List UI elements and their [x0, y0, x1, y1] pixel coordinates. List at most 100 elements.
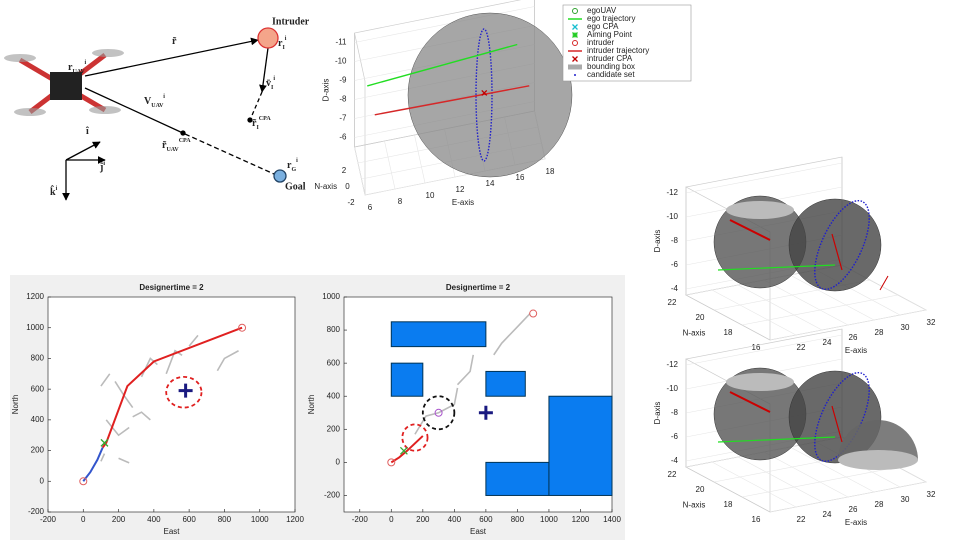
- point: [529, 309, 538, 318]
- x-tick-label: 400: [147, 515, 161, 524]
- legend-box: [562, 4, 692, 82]
- y-tick-label: -2: [347, 198, 355, 207]
- x-tick-label: 6: [368, 203, 373, 212]
- x-tick-label: 28: [875, 500, 884, 509]
- intruder-trajectory: [729, 391, 771, 413]
- x-tick-label: -200: [40, 515, 57, 524]
- x-tick-label: 200: [416, 515, 430, 524]
- math-sup: i: [296, 158, 298, 164]
- y-tick-label: 18: [724, 328, 733, 337]
- diagram-lines: [62, 27, 287, 201]
- x-tick-label: 8: [398, 197, 403, 206]
- intruder-label: Intruder: [272, 16, 310, 27]
- y-tick-label: 20: [696, 313, 705, 322]
- math-base: r: [278, 38, 283, 49]
- grid-line: [769, 481, 927, 513]
- x-tick-label: 1200: [572, 515, 590, 524]
- obstacle: [390, 362, 424, 397]
- math-sup: i: [285, 36, 287, 42]
- y-tick-label: 22: [668, 298, 677, 307]
- intruder-trajectory: [729, 219, 771, 241]
- math-sub: I: [271, 85, 274, 91]
- math-sup: i: [103, 161, 105, 167]
- obstacle: [548, 395, 613, 496]
- sphere-cap: [726, 373, 794, 391]
- y-tick-label: 22: [668, 470, 677, 479]
- grid-line: [741, 466, 899, 498]
- math-base: r̃: [162, 140, 167, 151]
- z-tick-label: -12: [666, 188, 678, 197]
- math-label: k̂i: [50, 185, 58, 198]
- y-axis-label: North: [11, 395, 20, 415]
- z-tick-label: -10: [335, 57, 347, 66]
- math-base: r̃: [172, 36, 177, 47]
- y-tick-label: 0: [40, 476, 45, 485]
- math-label: rGi: [287, 158, 298, 173]
- x-tick-label: 800: [511, 515, 525, 524]
- z-tick-label: -6: [339, 133, 347, 142]
- math-base: v̄: [266, 78, 271, 89]
- x-tick-label: 30: [901, 495, 910, 504]
- y-tick-label: 20: [696, 485, 705, 494]
- y-tick-label: 18: [724, 500, 733, 509]
- math-label: rIi: [278, 36, 287, 51]
- x-tick-label: 1000: [540, 515, 558, 524]
- x-tick-label: 26: [849, 333, 858, 342]
- x-axis-label: E-axis: [845, 518, 867, 527]
- point: [478, 405, 493, 420]
- trajectory: [367, 43, 518, 87]
- x-tick-label: 1000: [251, 515, 269, 524]
- y-tick-label: 400: [31, 415, 45, 424]
- x-tick-label: 200: [112, 515, 126, 524]
- z-tick-label: -4: [671, 456, 679, 465]
- x-tick-label: 800: [218, 515, 232, 524]
- legend-label: ego trajectory: [587, 14, 635, 23]
- x-tick-label: 600: [479, 515, 493, 524]
- z-tick-label: -6: [671, 260, 679, 269]
- x-tick-label: 22: [797, 515, 806, 524]
- legend-label: intruder trajectory: [587, 46, 649, 55]
- obstacle: [485, 461, 550, 496]
- x-axis-label: E-axis: [452, 198, 474, 207]
- legend-label: intruder: [587, 38, 614, 47]
- math-base: r: [287, 160, 292, 171]
- point: [100, 438, 109, 447]
- math-sup: i: [273, 76, 275, 82]
- x-tick-label: 30: [901, 323, 910, 332]
- x-tick-label: 0: [81, 515, 86, 524]
- point: [178, 383, 193, 398]
- math-base: V: [144, 96, 152, 107]
- intruder-trajectory: [831, 405, 843, 443]
- x-tick-label: 14: [486, 179, 495, 188]
- legend-label: bounding box: [587, 62, 635, 71]
- point: [434, 408, 443, 417]
- z-tick-label: -8: [671, 236, 679, 245]
- grid-line: [711, 461, 797, 508]
- point: [79, 477, 88, 486]
- math-base: r: [68, 62, 73, 73]
- y-tick-label: 2: [342, 166, 347, 175]
- y-tick-label: 600: [327, 358, 341, 367]
- x-tick-label: 18: [546, 167, 555, 176]
- half-sphere: [838, 420, 918, 460]
- legend-marker: [572, 24, 578, 30]
- y-tick-label: 600: [31, 384, 45, 393]
- path-line: [82, 447, 104, 482]
- math-label: r̃ICPA: [252, 116, 271, 131]
- goal-label: Goal: [285, 181, 306, 192]
- legend-marker: [572, 8, 578, 14]
- x-tick-label: 26: [849, 505, 858, 514]
- math-sub: UAV: [166, 147, 179, 153]
- dashed-circle: [421, 395, 456, 431]
- x-tick-label: 32: [927, 318, 936, 327]
- z-tick-label: -10: [666, 384, 678, 393]
- trajectory: [374, 85, 530, 116]
- grid-line: [763, 451, 849, 498]
- y-tick-label: 800: [31, 354, 45, 363]
- math-sup: i: [56, 186, 58, 192]
- z-tick-label: -12: [666, 360, 678, 369]
- sphere-cap: [726, 201, 794, 219]
- x-tick-label: 10: [426, 191, 435, 200]
- math-base: ĵ: [99, 162, 104, 173]
